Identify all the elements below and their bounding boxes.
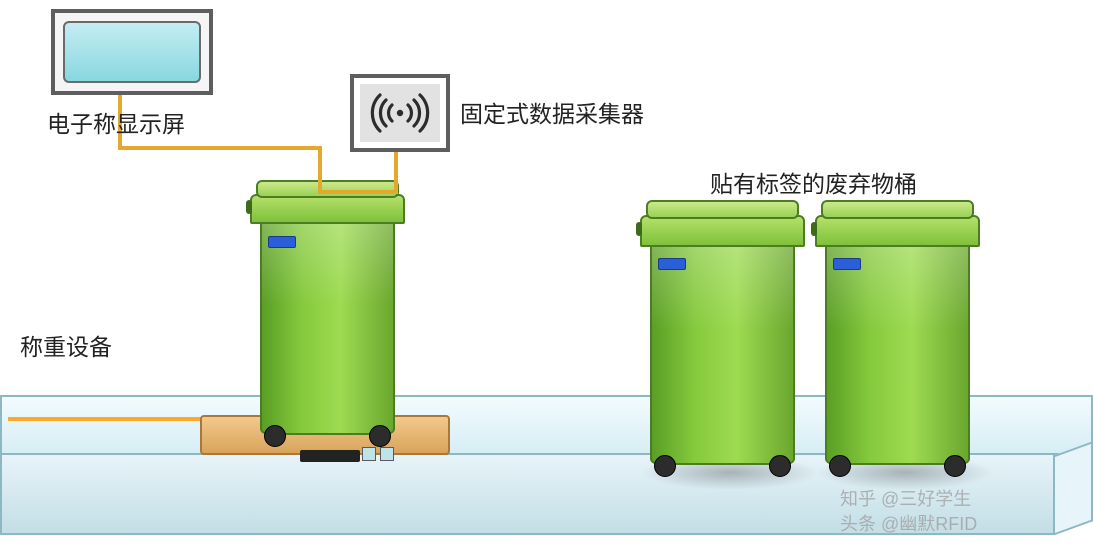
rfid-tag-icon <box>833 258 861 270</box>
label-tagged-bins: 贴有标签的废弃物桶 <box>710 165 917 199</box>
bin-body <box>825 242 970 465</box>
bin-wheel-left <box>264 425 286 447</box>
scale-display-device <box>51 9 213 95</box>
bin-handle <box>811 222 817 236</box>
connector-to-reader <box>318 190 398 194</box>
scale-panel <box>300 450 360 462</box>
bin-handle <box>636 222 642 236</box>
bin-handle <box>246 200 252 214</box>
connector-reader-down <box>394 152 398 194</box>
bin-wheel-right <box>944 455 966 477</box>
table-right-edge <box>1055 441 1093 535</box>
bin-on-scale <box>250 180 405 445</box>
scale-display-screen <box>63 21 201 83</box>
scale-lead-line <box>8 417 215 421</box>
watermark-zhihu: 知乎 @三好学生 <box>840 485 971 511</box>
bin-lid-top <box>646 200 799 219</box>
rfid-waves-icon <box>370 91 430 135</box>
rfid-tag-icon <box>658 258 686 270</box>
bin-lid <box>815 215 980 247</box>
bin-lid-top <box>821 200 974 219</box>
rfid-tag-icon <box>268 236 296 248</box>
rfid-reader-device <box>350 74 450 152</box>
label-reader: 固定式数据采集器 <box>460 95 644 129</box>
bin-wheel-right <box>369 425 391 447</box>
label-display: 电子称显示屏 <box>47 105 185 139</box>
connector-horizontal <box>118 146 322 150</box>
bin-body <box>260 220 395 435</box>
bin-lid <box>640 215 805 247</box>
tagged-bin-2 <box>815 200 980 475</box>
scale-button-2 <box>380 447 394 461</box>
bin-body <box>650 242 795 465</box>
rfid-reader-panel <box>360 84 440 142</box>
bin-lid <box>250 194 405 224</box>
label-scale: 称重设备 <box>20 328 112 362</box>
watermark-toutiao: 头条 @幽默RFID <box>840 510 977 536</box>
connector-up-to-reader <box>318 146 322 194</box>
bin-wheel-right <box>769 455 791 477</box>
scale-button-1 <box>362 447 376 461</box>
bin-lid-top <box>256 180 399 198</box>
bin-wheel-left <box>654 455 676 477</box>
tagged-bin-1 <box>640 200 805 475</box>
bin-wheel-left <box>829 455 851 477</box>
